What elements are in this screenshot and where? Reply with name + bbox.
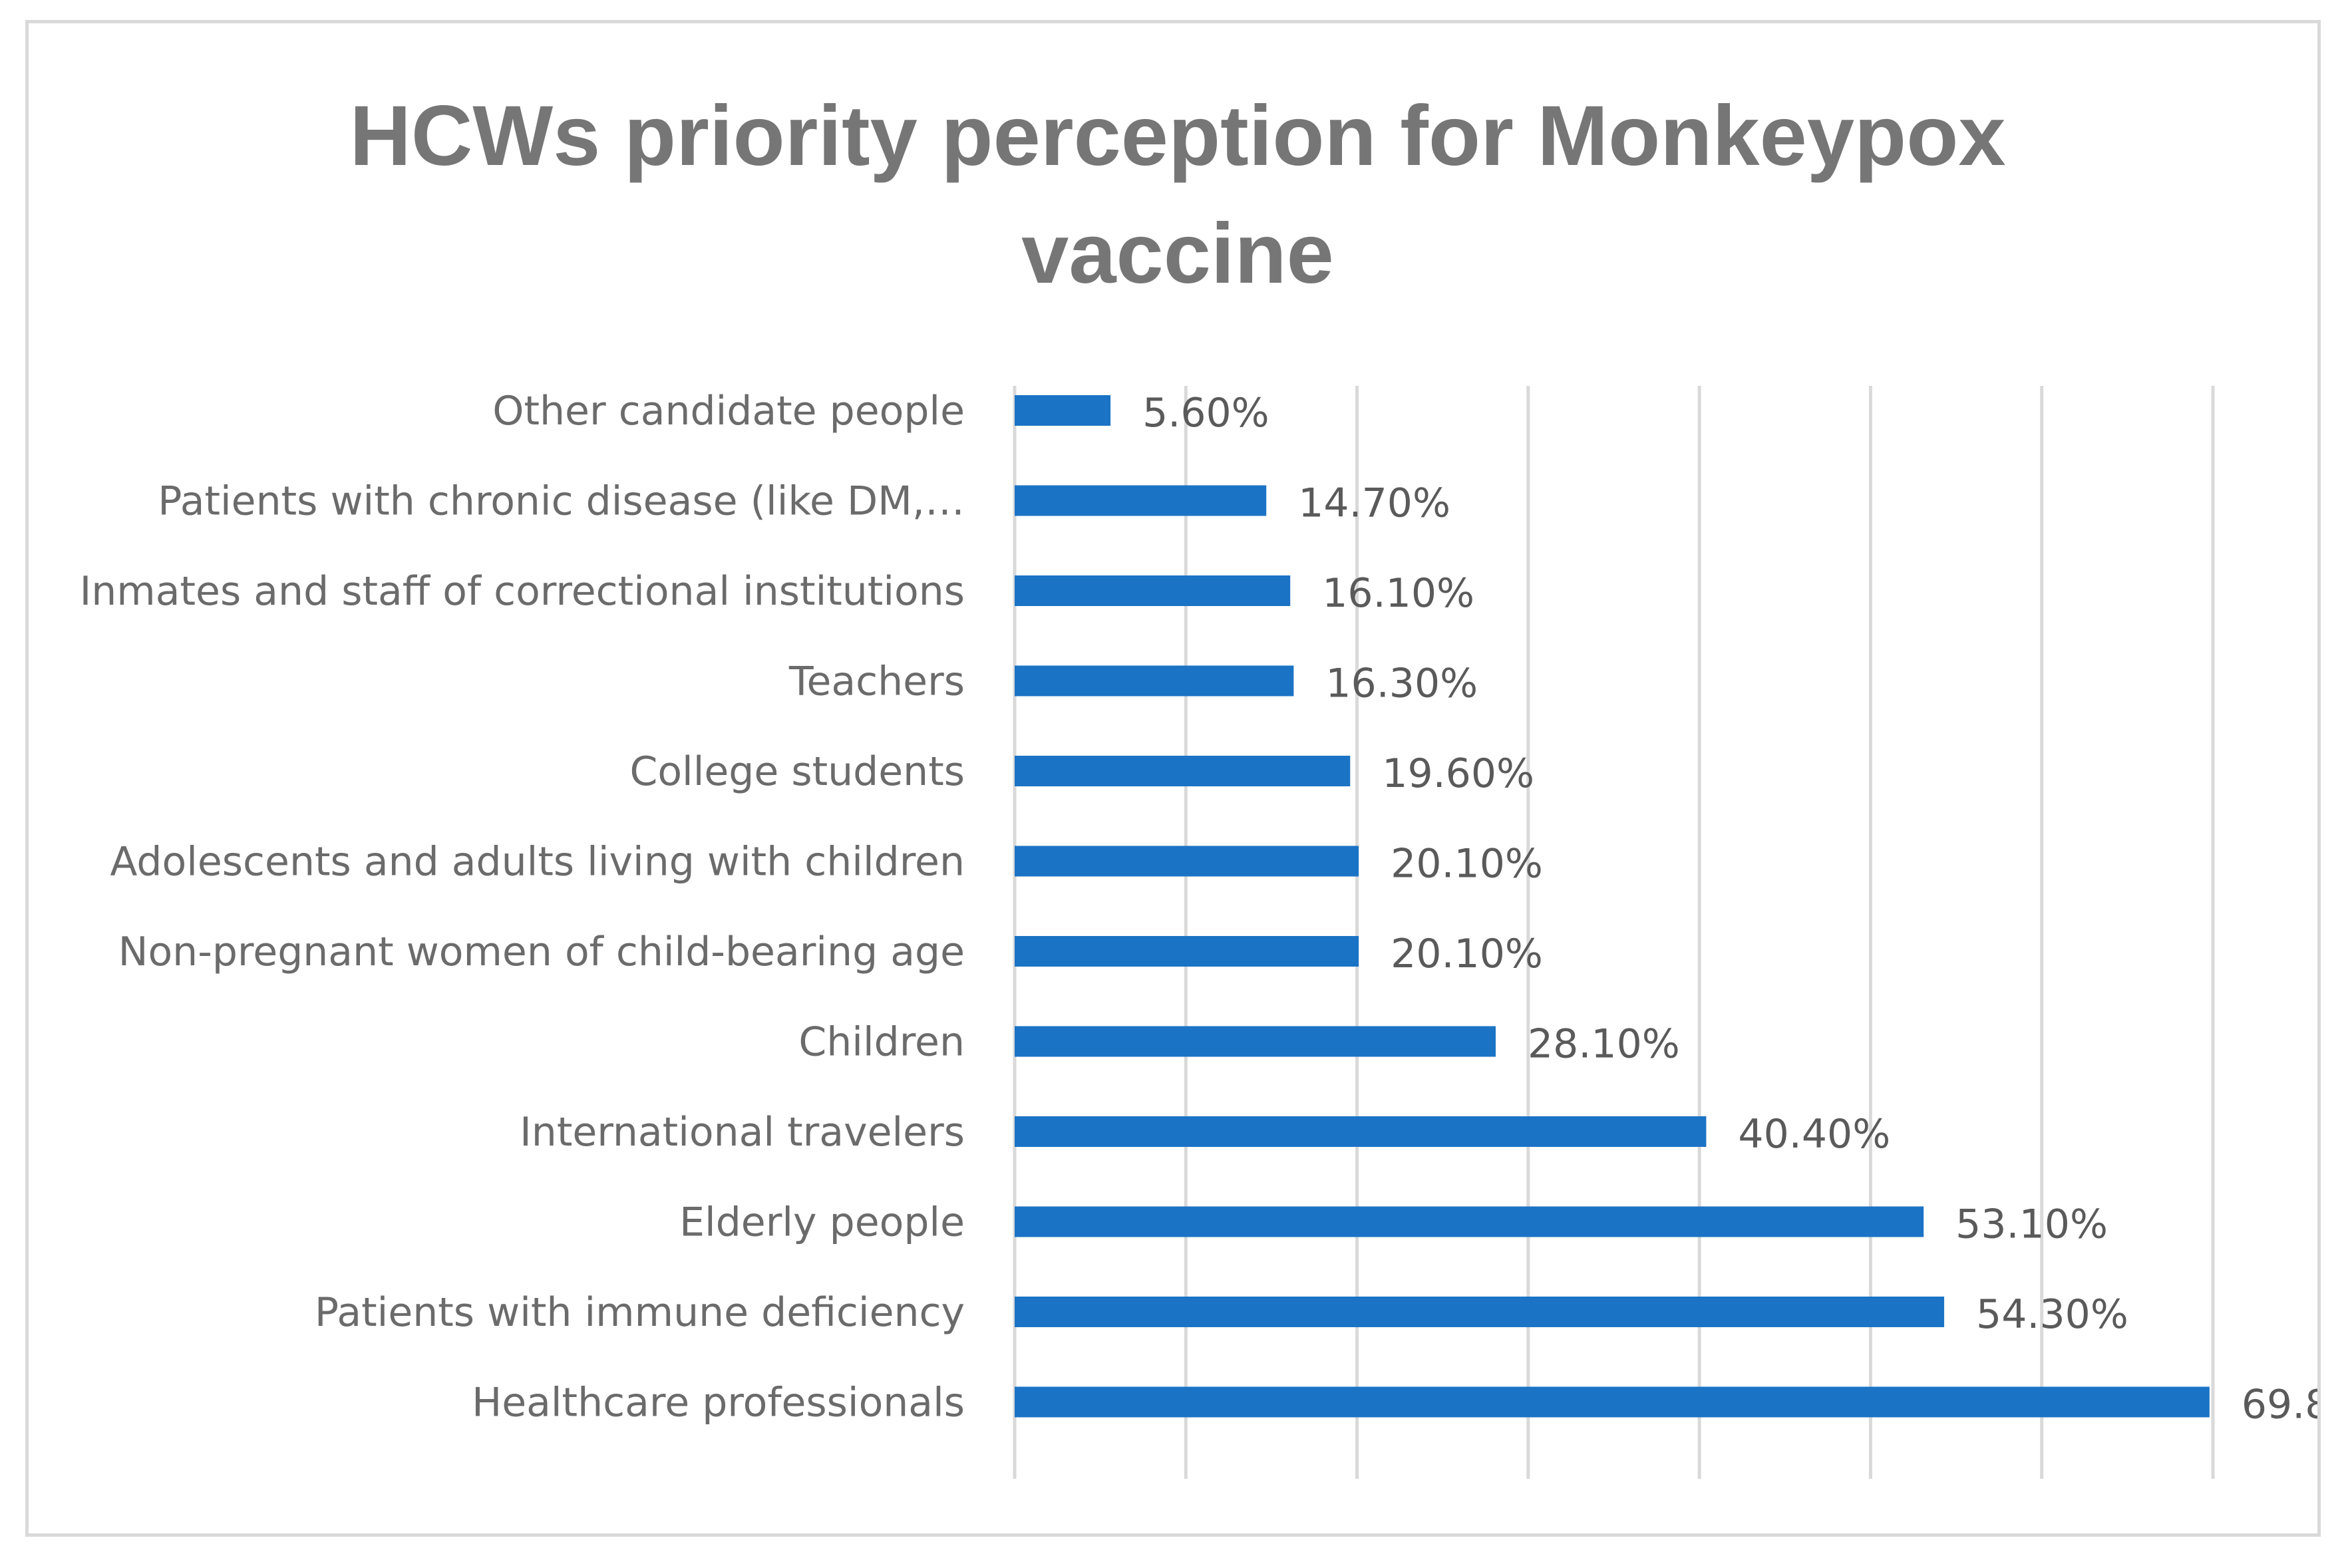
category-label-2: Inmates and staff of correctional instit… [80, 568, 965, 615]
bar-6 [1015, 936, 1359, 967]
bar-11 [1015, 1386, 2210, 1418]
bar-3 [1015, 665, 1294, 697]
chart-frame: HCWs priority perception for Monkeypox v… [25, 20, 2321, 1537]
category-label-7: Children [798, 1019, 965, 1066]
data-label-7: 28.10% [1528, 1021, 1680, 1068]
category-label-8: International travelers [520, 1109, 965, 1156]
gridlines [1013, 386, 2215, 1479]
bars [1015, 395, 2210, 1418]
data-label-11: 69.80% [2242, 1382, 2317, 1428]
data-label-3: 16.30% [1325, 661, 1478, 707]
data-label-10: 54.30% [1976, 1291, 2128, 1338]
chart-title-line-1: HCWs priority perception for Monkeypox [349, 88, 2005, 184]
data-label-0: 5.60% [1142, 390, 1269, 436]
data-label-4: 19.60% [1382, 750, 1534, 797]
data-label-8: 40.40% [1738, 1111, 1890, 1158]
category-label-3: Teachers [788, 659, 965, 705]
bar-8 [1015, 1116, 1707, 1147]
category-labels: Other candidate people Patients with chro… [80, 388, 965, 1426]
bar-10 [1015, 1297, 1945, 1327]
category-label-10: Patients with immune deficiency [315, 1289, 965, 1336]
data-label-5: 20.10% [1391, 841, 1543, 887]
bar-9 [1015, 1206, 1924, 1237]
bar-4 [1015, 756, 1351, 786]
data-label-2: 16.10% [1322, 570, 1474, 617]
data-label-9: 53.10% [1955, 1201, 2108, 1248]
data-label-1: 14.70% [1298, 480, 1450, 527]
bar-7 [1015, 1026, 1496, 1057]
category-label-1: Patients with chronic disease (like DM,… [158, 478, 965, 525]
category-label-9: Elderly people [679, 1199, 965, 1246]
category-label-0: Other candidate people [492, 388, 965, 434]
data-label-6: 20.10% [1391, 931, 1543, 977]
chart-svg: HCWs priority perception for Monkeypox v… [80, 88, 2317, 1479]
category-label-11: Healthcare professionals [472, 1380, 965, 1426]
bar-5 [1015, 846, 1359, 877]
category-label-6: Non-pregnant women of child-bearing age [118, 929, 965, 975]
bar-0 [1015, 395, 1111, 426]
category-label-5: Adolescents and adults living with child… [110, 839, 965, 885]
bar-2 [1015, 575, 1291, 606]
chart-title-line-2: vaccine [1021, 206, 1334, 301]
bar-1 [1015, 485, 1267, 516]
category-label-4: College students [629, 748, 965, 795]
data-labels: 5.60% 14.70% 16.10% 16.30% 19.60% 20.10% 20.10… [1142, 390, 2317, 1428]
